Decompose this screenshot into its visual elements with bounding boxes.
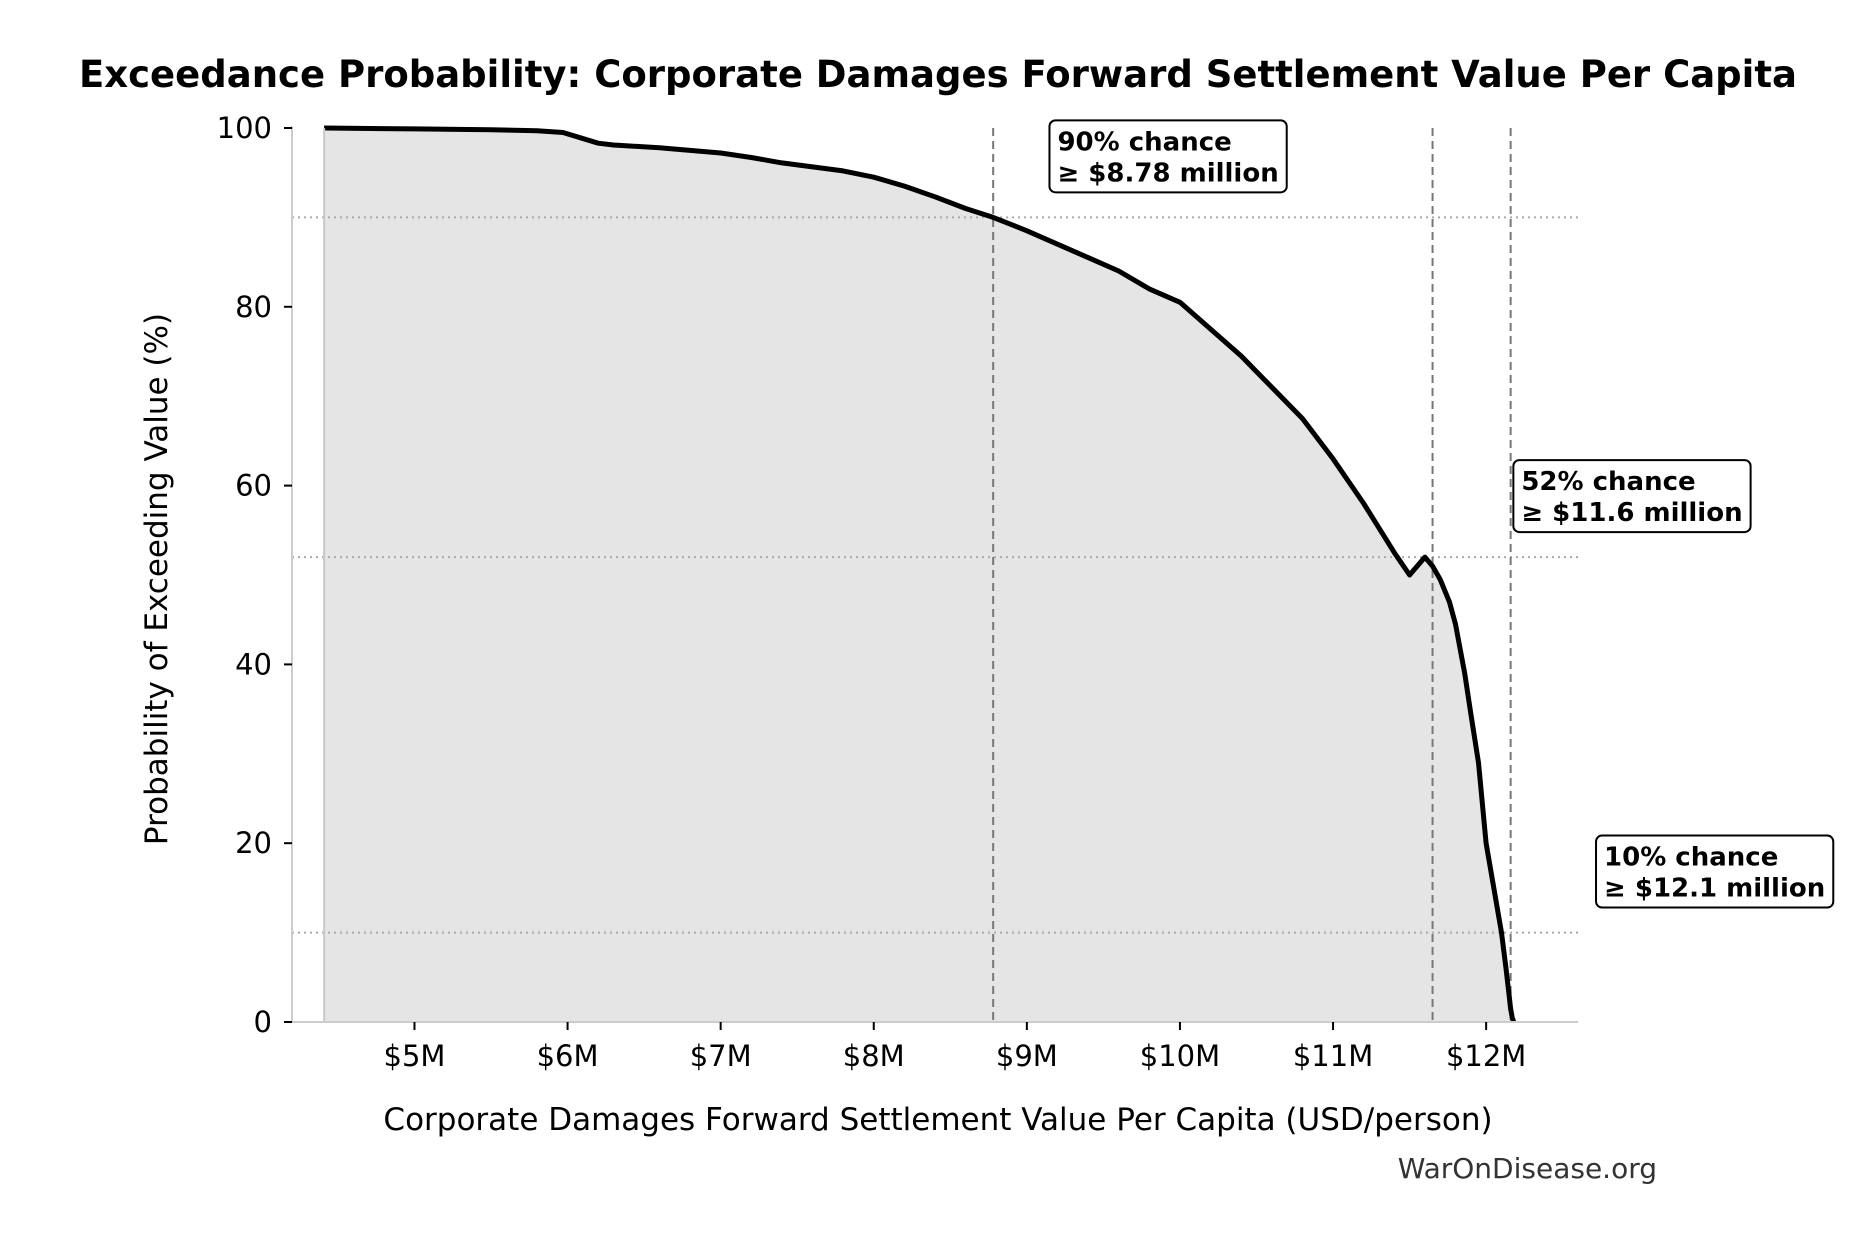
watermark: WarOnDisease.org: [1398, 1152, 1657, 1185]
x-axis-ticks: $5M $6M $7M $8M $9M $10M $11M $12M: [384, 1022, 1526, 1073]
annotation-line-1: 90% chance: [1057, 127, 1231, 157]
probability-reference-lines: [292, 216, 1578, 934]
annotation-box: 10% chance≥ $12.1 million: [1595, 834, 1835, 909]
x-tick-label: $8M: [843, 1039, 905, 1073]
x-tick-label: $7M: [690, 1039, 752, 1073]
y-tick-label: 60: [235, 469, 272, 503]
annotation-box: 52% chance≥ $11.6 million: [1512, 459, 1752, 534]
plot-area: [292, 125, 1578, 1023]
y-tick-label: 40: [235, 647, 272, 681]
annotation-frame: [1512, 459, 1752, 534]
exceedance-curve: [324, 125, 1517, 1023]
annotation-line-2: ≥ $12.1 million: [1604, 874, 1825, 904]
x-tick-label: $9M: [996, 1039, 1058, 1073]
x-tick-label: $5M: [384, 1039, 446, 1073]
annotation-frame: [1048, 119, 1288, 194]
y-tick-label: 0: [254, 1005, 272, 1039]
y-axis-label: Probability of Exceeding Value (%): [139, 313, 175, 845]
value-reference-lines: [992, 128, 1512, 1022]
annotation-frame: [1595, 834, 1835, 909]
chart-title: Exceedance Probability: Corporate Damage…: [79, 53, 1797, 96]
y-tick-label: 100: [217, 111, 272, 145]
annotation-line-1: 52% chance: [1521, 467, 1695, 497]
x-axis-label: Corporate Damages Forward Settlement Val…: [383, 1102, 1492, 1138]
x-tick-label: $12M: [1446, 1039, 1526, 1073]
annotations: 90% chance≥ $8.78 million 52% chance≥ $11…: [1048, 119, 1835, 909]
annotation-line-2: ≥ $11.6 million: [1521, 498, 1742, 528]
annotation-line-1: 10% chance: [1604, 843, 1778, 873]
y-tick-label: 20: [235, 826, 272, 860]
y-tick-label: 80: [235, 290, 272, 324]
y-axis-ticks: 0 20 40 60 80 100: [217, 111, 292, 1039]
annotation-box: 90% chance≥ $8.78 million: [1048, 119, 1288, 194]
x-tick-label: $6M: [537, 1039, 599, 1073]
axes: $5M $6M $7M $8M $9M $10M $11M $12M 0 20 40 60 80 100: [217, 111, 1578, 1073]
x-tick-label: $11M: [1293, 1039, 1373, 1073]
x-tick-label: $10M: [1140, 1039, 1220, 1073]
exceedance-fill-area: [324, 128, 1514, 1022]
annotation-line-2: ≥ $8.78 million: [1057, 158, 1278, 188]
